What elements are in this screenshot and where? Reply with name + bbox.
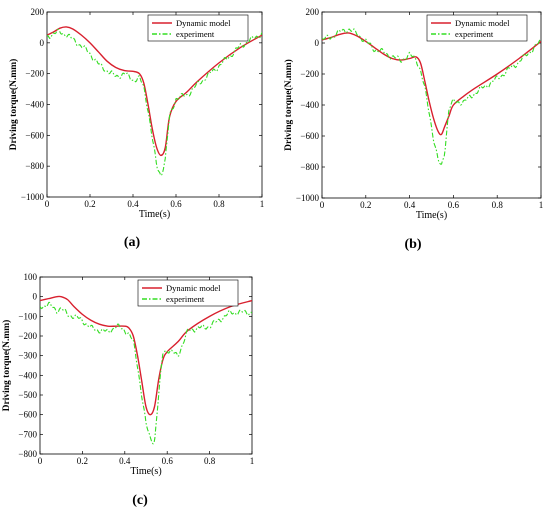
legend-label: experiment [455, 29, 494, 39]
y-tick-label: −1000 [296, 193, 320, 203]
y-tick-label: −400 [300, 100, 319, 110]
y-tick-label: −400 [18, 370, 37, 380]
panel-label: (a) [124, 235, 141, 250]
x-tick-label: 0.2 [77, 456, 88, 466]
y-tick-label: −800 [18, 449, 37, 459]
x-tick-label: 0.6 [162, 456, 174, 466]
y-tick-label: −700 [18, 429, 37, 439]
y-tick-label: −400 [25, 100, 44, 110]
y-tick-label: −800 [300, 162, 319, 172]
series-line-dynamic-model [47, 26, 262, 157]
y-axis-label: Driving torque(N.mm) [1, 320, 12, 412]
x-axis-label: Time(s) [416, 210, 447, 221]
x-tick-label: 0 [320, 200, 325, 210]
y-tick-label: −200 [25, 69, 44, 79]
y-tick-label: 200 [31, 7, 45, 17]
series-line-experiment [47, 28, 262, 177]
y-tick-label: 100 [24, 272, 38, 282]
x-tick-label: 0.4 [119, 456, 131, 466]
y-axis-label: Driving torque(N.mm) [8, 59, 19, 151]
plot-area-frame [321, 11, 542, 199]
x-tick-label: 0.6 [448, 200, 460, 210]
y-tick-label: 200 [306, 7, 320, 17]
x-tick-label: 0.2 [84, 199, 95, 209]
x-axis-label: Time(s) [139, 209, 170, 220]
y-tick-label: −600 [18, 410, 37, 420]
y-tick-label: −800 [25, 161, 44, 171]
legend-box [137, 279, 239, 307]
legend-label: experiment [166, 294, 205, 304]
chart-panel-c: 0 0.2 0.4 0.6 0.8 1 100 0 −100 −200 −300 −400 −500 −6… [1, 272, 254, 508]
x-tick-label: 0.8 [204, 456, 216, 466]
legend-box [426, 14, 528, 42]
chart-panel-b: 0 0.2 0.4 0.6 0.8 1 200 0 −200 −400 −600 −800 −1000 T… [283, 7, 543, 252]
x-tick-label: 0.2 [360, 200, 371, 210]
y-tick-label: −300 [18, 351, 37, 361]
x-tick-label: 0.8 [213, 199, 225, 209]
y-tick-label: −600 [300, 131, 319, 141]
y-tick-label: −500 [18, 390, 37, 400]
series-line-experiment [40, 301, 252, 445]
legend-label: Dynamic model [176, 18, 231, 28]
x-tick-label: 0 [45, 199, 50, 209]
y-tick-label: −1000 [21, 192, 45, 202]
x-tick-label: 0.4 [127, 199, 139, 209]
y-tick-label: −600 [25, 130, 44, 140]
x-tick-label: 0.8 [492, 200, 504, 210]
panel-label: (c) [132, 493, 148, 508]
x-tick-label: 1 [250, 456, 255, 466]
y-tick-label: −200 [18, 331, 37, 341]
y-tick-label: 0 [40, 38, 45, 48]
series-line-dynamic-model [322, 32, 541, 136]
legend-label: Dynamic model [455, 18, 510, 28]
y-tick-label: 0 [33, 292, 38, 302]
series-line-dynamic-model [40, 295, 252, 416]
y-tick-label: −200 [300, 69, 319, 79]
x-tick-label: 1 [539, 200, 544, 210]
series-line-experiment [322, 28, 541, 165]
x-tick-label: 0.6 [170, 199, 182, 209]
legend-label: Dynamic model [166, 283, 221, 293]
plot-area-frame [46, 11, 263, 198]
legend-box [147, 14, 249, 42]
y-axis-label: Driving torque(N.mm) [283, 59, 294, 151]
legend-label: experiment [176, 29, 215, 39]
panel-label: (b) [404, 237, 421, 252]
x-tick-label: 0.4 [404, 200, 416, 210]
x-tick-label: 1 [260, 199, 265, 209]
y-tick-label: −100 [18, 311, 37, 321]
x-axis-label: Time(s) [130, 466, 161, 477]
chart-panel-a: 0 0.2 0.4 0.6 0.8 1 200 0 −200 −400 −600 −800 −1000 T… [8, 7, 264, 250]
y-tick-label: 0 [315, 38, 320, 48]
x-tick-label: 0 [38, 456, 43, 466]
